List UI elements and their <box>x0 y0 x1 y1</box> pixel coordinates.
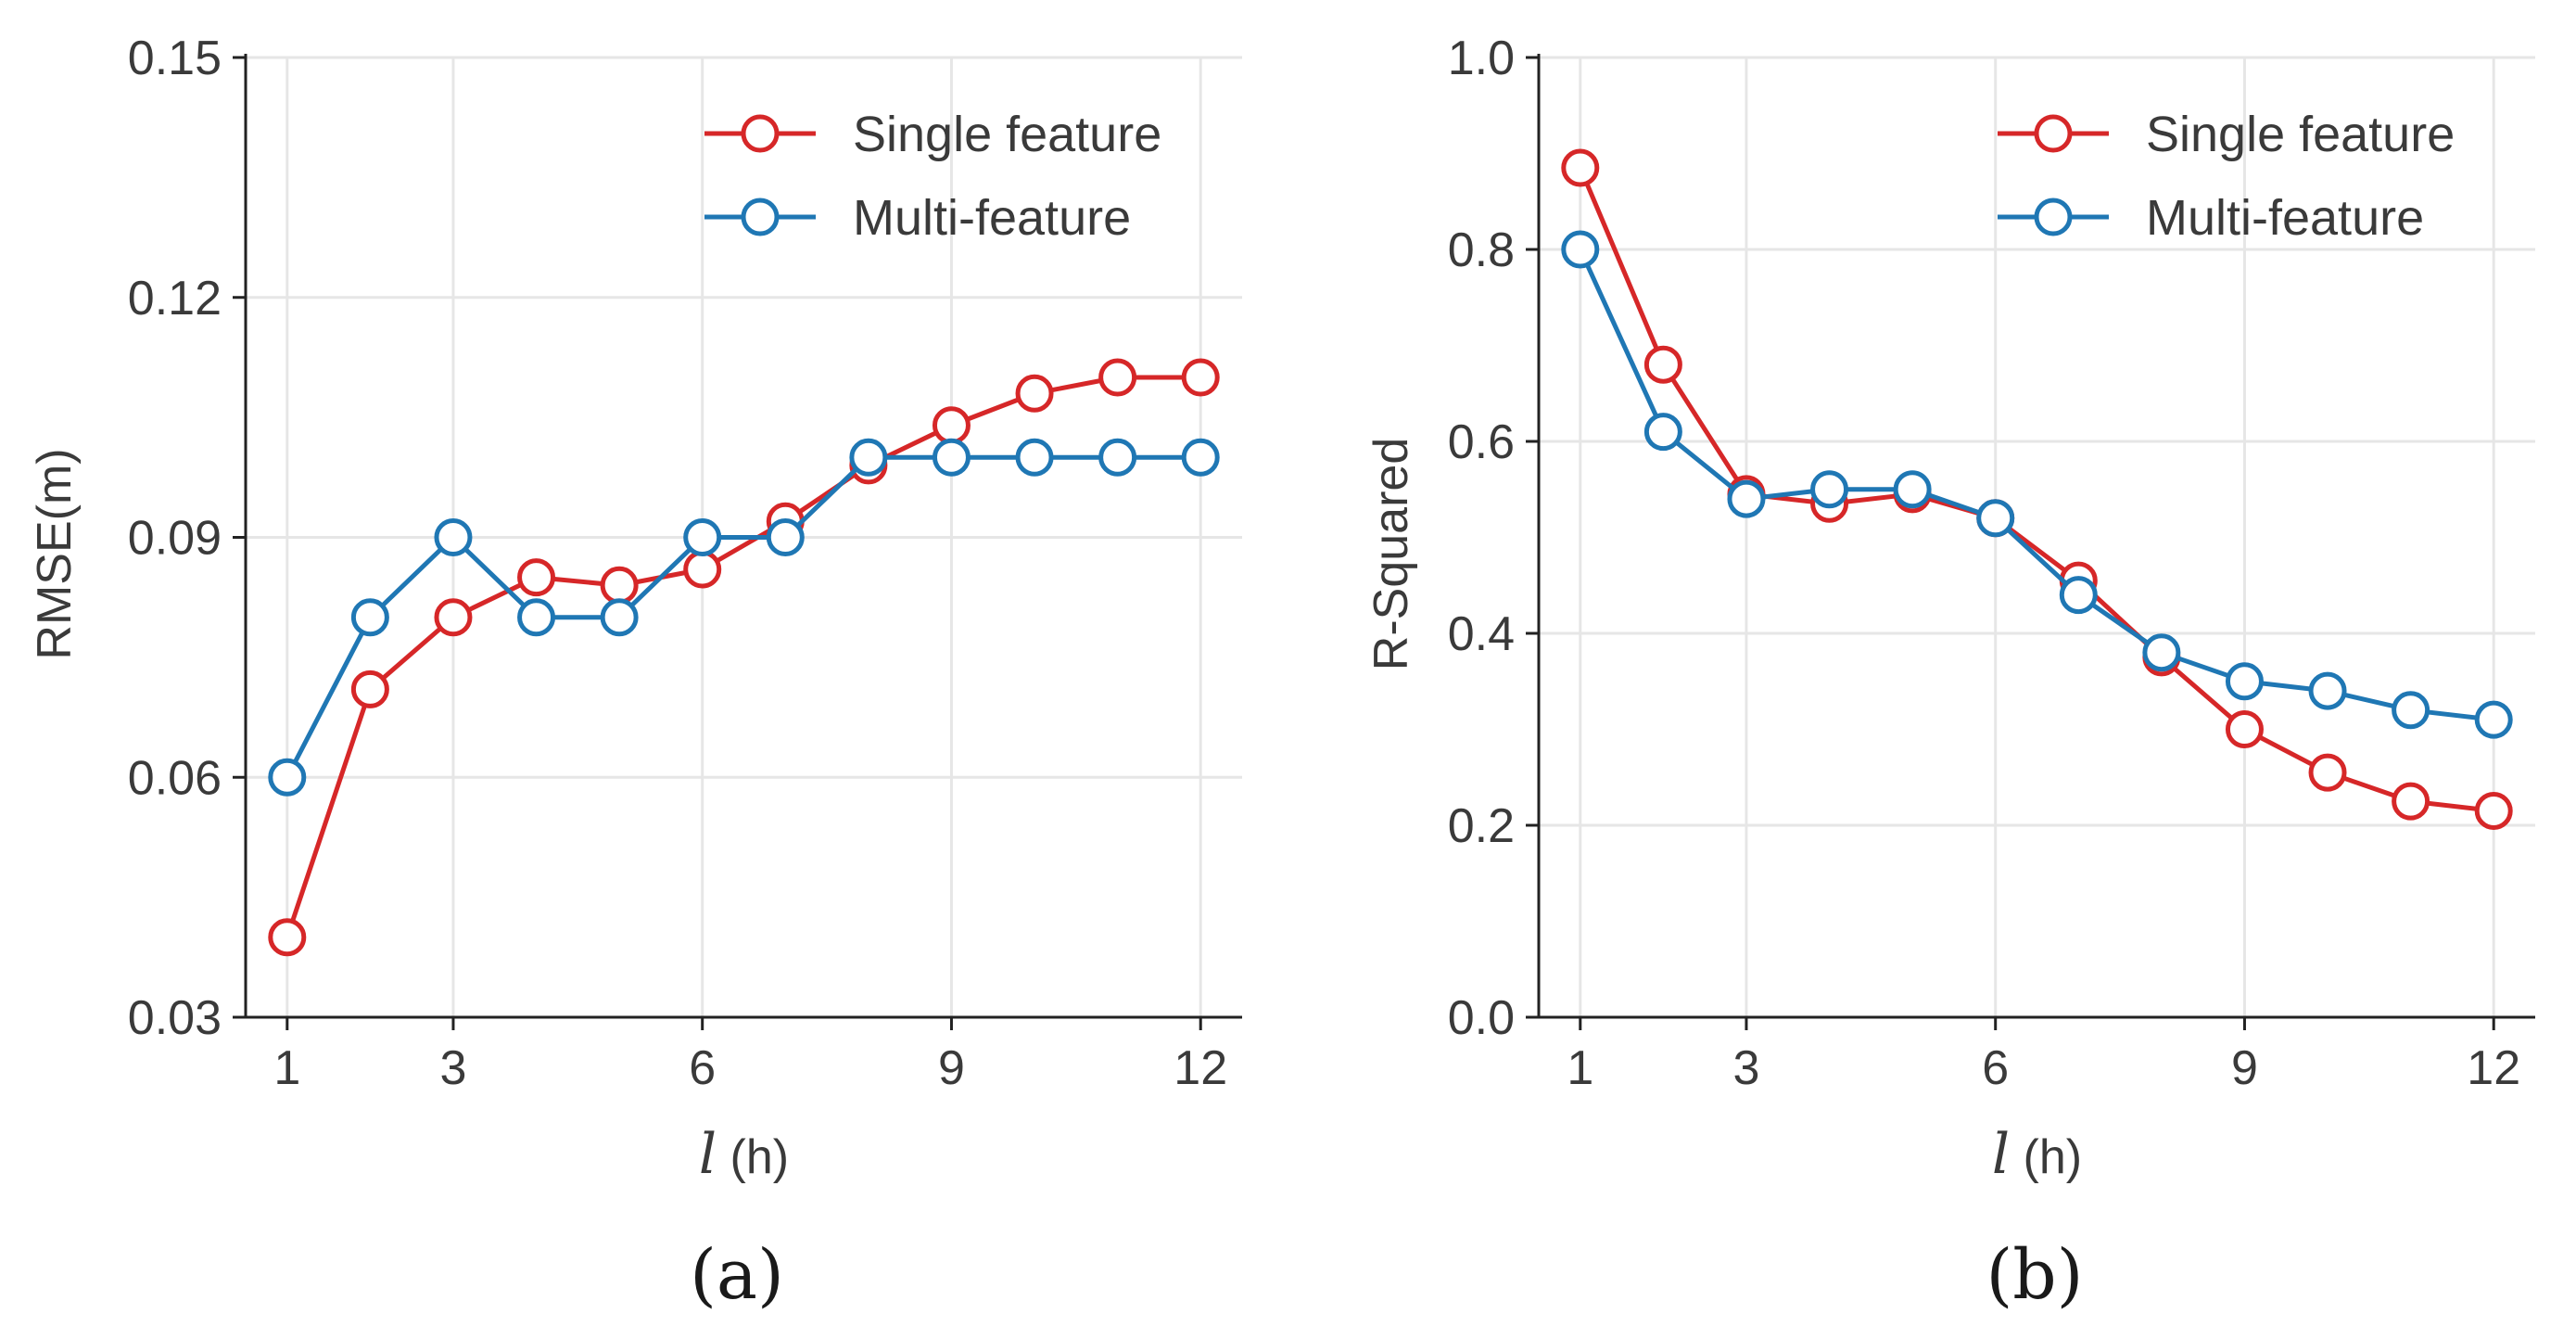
x-tick-label: 12 <box>1174 1041 1227 1095</box>
single-feature-data-point <box>2308 753 2347 792</box>
multi-feature-data-point <box>1643 413 1682 452</box>
panel-caption: (a) <box>690 1235 784 1315</box>
single-feature-series-line <box>1578 167 2494 813</box>
legend-single-feature-marker <box>2034 114 2073 153</box>
legend-multi-feature-marker <box>2034 198 2073 236</box>
y-tick-label: 0.0 <box>1448 991 1515 1045</box>
multi-feature-data-point <box>1015 438 1054 477</box>
y-tick-label: 1.0 <box>1448 32 1515 85</box>
single-feature-data-point <box>1098 358 1137 397</box>
multi-feature-data-point <box>2225 662 2264 701</box>
single-feature-data-point <box>1643 345 1682 384</box>
single-feature-data-point <box>1181 358 1220 397</box>
x-axis-variable: l <box>699 1122 717 1187</box>
multi-feature-data-point <box>2308 671 2347 710</box>
x-tick-label: 6 <box>1982 1041 2009 1095</box>
x-tick-label: 12 <box>2467 1041 2520 1095</box>
multi-feature-data-point <box>1727 479 1766 518</box>
multi-feature-data-point <box>517 598 556 637</box>
multi-feature-series-line <box>1578 248 2494 722</box>
single-feature-data-point <box>350 670 389 708</box>
multi-feature-data-point <box>1976 499 2015 538</box>
x-tick-label: 3 <box>1732 1041 1759 1095</box>
multi-feature-data-point <box>434 518 473 556</box>
multi-feature-data-point <box>1810 470 1849 509</box>
y-tick-label: 0.03 <box>128 991 222 1045</box>
legend-single-feature-marker <box>741 114 780 153</box>
legend-multi-feature-marker <box>741 198 780 236</box>
chart-a: 0.03 0.06 0.09 0.12 0.15 1 3 6 9 12 RMSE(m) l (h) Si… <box>28 32 1242 1315</box>
multi-feature-data-point <box>2474 700 2513 739</box>
multi-feature-data-point <box>268 758 307 797</box>
y-axis-title: R-Squared <box>1364 438 1418 670</box>
x-tick-label: 6 <box>689 1041 716 1095</box>
multi-feature-data-point <box>1893 470 1932 509</box>
multi-feature-data-point <box>2142 633 2181 672</box>
x-axis-variable: l <box>1992 1122 2010 1187</box>
legend-multi-feature-label: Multi-feature <box>853 190 1131 246</box>
multi-feature-data-point <box>683 518 722 556</box>
x-axis-unit: (h) <box>2010 1130 2082 1184</box>
multi-feature-data-point <box>600 598 639 637</box>
y-tick-label: 0.12 <box>128 272 222 325</box>
single-feature-data-point <box>2474 791 2513 830</box>
multi-feature-data-point <box>766 518 805 556</box>
multi-feature-data-point <box>2059 576 2098 615</box>
multi-feature-data-point <box>1561 230 1600 269</box>
single-feature-data-point <box>517 558 556 597</box>
y-tick-label: 0.15 <box>128 32 222 85</box>
y-axis-title: RMSE(m) <box>28 448 82 659</box>
chart-b: 0.0 0.2 0.4 0.6 0.8 1.0 1 3 6 9 12 R-Squared l (h) Si… <box>1364 32 2535 1315</box>
single-feature-data-point <box>2225 710 2264 748</box>
single-feature-data-point <box>932 406 971 445</box>
y-tick-label: 0.06 <box>128 751 222 805</box>
y-tick-label: 0.6 <box>1448 415 1515 469</box>
y-tick-label: 0.8 <box>1448 223 1515 277</box>
legend-multi-feature-label: Multi-feature <box>2146 190 2424 246</box>
multi-feature-data-point <box>1181 438 1220 477</box>
x-tick-label: 1 <box>1567 1041 1593 1095</box>
single-feature-data-point <box>600 566 639 605</box>
x-tick-label: 9 <box>2231 1041 2258 1095</box>
multi-feature-data-point <box>2392 691 2430 730</box>
x-tick-label: 9 <box>938 1041 965 1095</box>
legend-single-feature-label: Single feature <box>2146 107 2455 162</box>
y-tick-label: 0.09 <box>128 512 222 566</box>
x-axis-title: l (h) <box>1992 1122 2082 1187</box>
single-feature-data-point <box>683 550 722 589</box>
panel-caption: (b) <box>1986 1235 2083 1315</box>
single-feature-data-point <box>434 598 473 637</box>
multi-feature-data-point <box>1098 438 1137 477</box>
multi-feature-data-point <box>932 438 971 477</box>
multi-feature-data-point <box>849 438 888 477</box>
x-axis-title: l (h) <box>699 1122 789 1187</box>
y-tick-label: 0.4 <box>1448 607 1515 661</box>
single-feature-data-point <box>1561 148 1600 187</box>
single-feature-series-line <box>285 375 1201 938</box>
x-tick-label: 1 <box>273 1041 300 1095</box>
single-feature-data-point <box>2392 782 2430 821</box>
y-tick-label: 0.2 <box>1448 799 1515 853</box>
single-feature-data-point <box>1015 374 1054 413</box>
multi-feature-series-line <box>285 454 1201 779</box>
legend-single-feature-label: Single feature <box>853 107 1161 162</box>
multi-feature-data-point <box>350 598 389 637</box>
single-feature-data-point <box>268 918 307 957</box>
x-axis-unit: (h) <box>717 1130 789 1184</box>
x-tick-label: 3 <box>439 1041 466 1095</box>
